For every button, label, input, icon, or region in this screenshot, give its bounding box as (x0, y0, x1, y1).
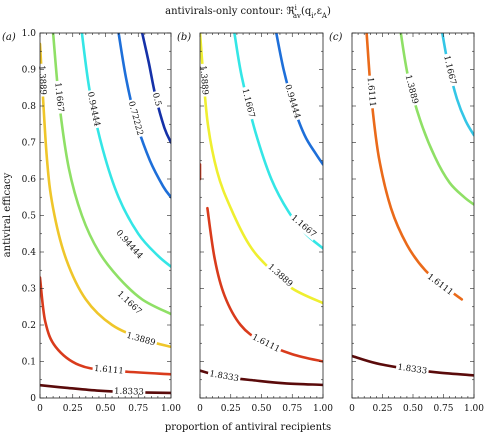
y-tick-label: 0.7 (22, 139, 37, 149)
contour-line (275, 33, 323, 166)
contour-label-background (239, 86, 257, 121)
x-tick-label: 0.25 (63, 404, 83, 414)
contour-label: 1.1667 (240, 88, 257, 119)
contour-label: 1.1667 (289, 213, 318, 240)
contour-label-background (36, 63, 48, 97)
contour-label-background (402, 72, 421, 107)
contour-label: 1.8333 (114, 387, 144, 398)
x-tick-label: 0.50 (251, 404, 271, 414)
y-tick-label: 0.3 (22, 285, 37, 295)
contour-label: 1.8333 (209, 369, 240, 384)
x-tick-label: 1.00 (313, 404, 333, 414)
x-tick-label: 0 (197, 404, 203, 414)
contour-lines (200, 33, 323, 387)
contour-label: 1.1667 (441, 54, 457, 85)
y-axis-title: antiviral efficacy (2, 172, 13, 257)
contour-label: 1.1667 (52, 82, 65, 113)
contour-label: 1.6111 (425, 272, 455, 298)
contour-label-background (395, 362, 430, 377)
x-tick-label: 0.25 (372, 404, 392, 414)
contour-line (206, 206, 323, 363)
contour-label-background (123, 330, 158, 349)
x-tick-label: 1.00 (464, 404, 484, 414)
contour-line (140, 33, 171, 144)
contour-line (40, 383, 171, 395)
y-tick-label: 0.8 (22, 102, 37, 112)
contour-label: 1.3889 (403, 74, 420, 105)
x-tick-label: 0 (349, 404, 355, 414)
contour-line (80, 33, 171, 268)
contour-label: 0.5 (150, 92, 163, 108)
x-tick-label: 0.25 (221, 404, 241, 414)
contour-label: 0.94444 (282, 83, 302, 120)
contour-label-background (281, 81, 303, 122)
contour-line (441, 33, 474, 137)
contour-label-background (197, 63, 210, 97)
contour-label: 0.94444 (114, 228, 145, 261)
contour-label: 0.94444 (85, 91, 102, 127)
contour-label: 0.72222 (126, 100, 145, 137)
contour-line (233, 33, 323, 250)
y-tick-label: 0.1 (22, 358, 36, 368)
x-tick-label: 0.75 (128, 404, 148, 414)
x-tick-label: 0.75 (433, 404, 453, 414)
contour-line (117, 33, 171, 199)
chart-title: antivirals-only contour: ℜi av(qi,εA) (165, 4, 331, 20)
contour-label-background (423, 271, 456, 299)
contour-label: 1.3889 (125, 331, 156, 349)
x-tick-label: 0.50 (95, 404, 115, 414)
contour-line (399, 33, 474, 206)
contour-label-background (287, 212, 320, 241)
contour-label: 1.6111 (94, 364, 125, 377)
contour-label: 1.1667 (115, 289, 144, 317)
contour-label-background (92, 363, 126, 377)
contour-label-background (112, 386, 146, 398)
contour-label-background (207, 368, 242, 385)
x-tick-label: 0 (37, 404, 43, 414)
y-tick-label: 0.9 (22, 66, 37, 76)
contour-label-background (440, 52, 458, 88)
contour-label-background (113, 288, 145, 318)
contour-label: 1.6111 (250, 333, 281, 355)
contour-label-background (52, 80, 66, 115)
y-tick-label: 0.5 (22, 212, 37, 222)
panel-1: (a) 1.8333 1.6111 1.3889 1.3889 1.1667 1.1667 0… (2, 29, 181, 414)
x-tick-label: 0.50 (403, 404, 423, 414)
panel-3: (c) 1.8333 1.6111 1.6111 1.3889 1.1667 0 0.25 0.… (329, 32, 484, 414)
contour-label-background (125, 98, 146, 139)
contour-label-background (364, 75, 378, 109)
contour-label: 1.3889 (265, 262, 294, 289)
contour-labels: 1.83331.61111.38891.38891.16671.16670.94… (197, 63, 320, 385)
contour-label-background (149, 90, 164, 109)
contour-label-background (248, 331, 283, 356)
contour-line (200, 33, 323, 305)
x-tick-label: 0.75 (282, 404, 302, 414)
y-tick-label: 0.4 (22, 248, 37, 258)
contour-label: 1.6111 (365, 77, 378, 107)
panel-label: (a) (2, 32, 16, 43)
panel-label: (c) (329, 32, 343, 43)
contour-label-background (84, 89, 102, 129)
contour-label: 1.8333 (397, 363, 428, 377)
contour-label: 1.3889 (36, 65, 48, 95)
x-axis-title: proportion of antiviral recipients (165, 422, 331, 433)
y-tick-label: 0.2 (22, 321, 36, 331)
panel-2: (b)1.83331.61111.38891.38891.16671.16670… (177, 32, 333, 414)
y-tick-label: 1.0 (22, 29, 37, 39)
panel-label: (b) (177, 32, 191, 43)
contour-label-background (112, 227, 146, 263)
y-tick-label: 0.6 (22, 175, 37, 185)
contour-labels: 1.8333 1.6111 1.6111 1.3889 1.1667 (364, 52, 458, 377)
x-tick-label: 1.00 (161, 404, 181, 414)
contour-label-background (264, 261, 296, 291)
contour-line (40, 276, 171, 376)
y-tick-label: 0 (30, 394, 36, 404)
